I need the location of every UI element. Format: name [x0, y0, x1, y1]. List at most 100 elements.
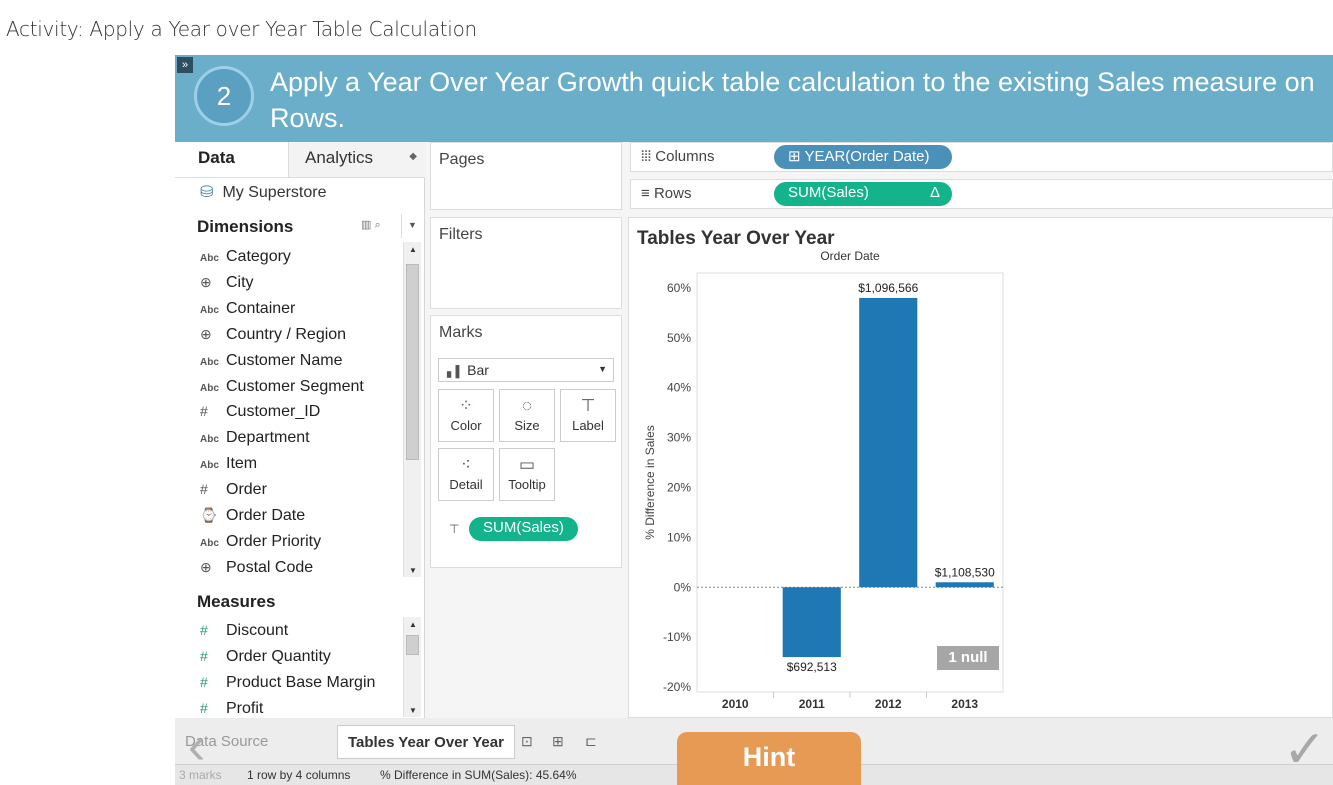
- rows-pill-label: SUM(Sales): [788, 184, 869, 201]
- status-marks: 3 marks: [179, 768, 222, 782]
- rows-shelf[interactable]: ≡ Rows SUM(Sales) Δ: [630, 179, 1333, 209]
- measure-label: Order Quantity: [226, 648, 331, 665]
- data-label-2012: $1,096,566: [858, 281, 918, 295]
- pages-label: Pages: [439, 151, 485, 168]
- tab-analytics[interactable]: Analytics ◆: [288, 142, 425, 177]
- y-tick-label: 0%: [674, 580, 692, 594]
- dimensions-scrollbar[interactable]: ▲ ▼: [403, 242, 421, 577]
- hint-button[interactable]: Hint: [677, 732, 861, 785]
- scroll-up-icon[interactable]: ▲: [409, 620, 417, 629]
- mark-type-dropdown[interactable]: ▖▌ Bar ▼: [438, 358, 614, 382]
- label-button[interactable]: ⊤ Label: [560, 389, 616, 442]
- year-order-date-pill[interactable]: ⊞ YEAR(Order Date): [774, 145, 952, 169]
- dimensions-menu-button[interactable]: ▼: [401, 214, 423, 238]
- status-sum: % Difference in SUM(Sales): 45.64%: [380, 768, 577, 782]
- marks-sales-pill[interactable]: SUM(Sales): [469, 517, 578, 541]
- data-label-2013: $1,108,530: [935, 565, 995, 579]
- size-button[interactable]: ◌ Size: [499, 389, 555, 442]
- scroll-up-icon[interactable]: ▲: [409, 245, 417, 254]
- plot-frame: [696, 272, 1004, 693]
- expand-button[interactable]: »: [177, 57, 193, 73]
- rows-label-text: Rows: [653, 185, 692, 202]
- number-type-icon: #: [200, 648, 208, 664]
- tooltip-label: Tooltip: [508, 477, 546, 492]
- dimension-field[interactable]: # Order: [200, 481, 267, 499]
- filters-shelf[interactable]: Filters: [430, 217, 622, 309]
- data-source-tab[interactable]: Data Source: [185, 733, 269, 750]
- null-badge[interactable]: 1 null: [937, 646, 999, 670]
- dimension-label: Postal Code: [226, 558, 314, 576]
- measure-field[interactable]: # Discount: [200, 622, 288, 640]
- globe-icon: ⊕: [200, 273, 212, 290]
- step-number-badge: 2: [194, 66, 254, 126]
- data-source-item[interactable]: ⛁ My Superstore: [200, 182, 327, 202]
- scroll-down-icon[interactable]: ▼: [409, 706, 417, 715]
- dimension-field[interactable]: Abc Order Priority: [200, 533, 321, 551]
- instruction-banner: » 2 Apply a Year Over Year Growth quick …: [175, 55, 1333, 142]
- globe-icon: ⊕: [200, 558, 212, 575]
- dimension-field[interactable]: Abc Item: [200, 455, 257, 473]
- check-icon[interactable]: ✓: [1283, 721, 1327, 779]
- dimension-field[interactable]: Abc Category: [200, 248, 291, 266]
- new-dashboard-icon[interactable]: ⊞: [552, 733, 564, 749]
- chevron-down-icon: ▼: [598, 364, 607, 374]
- x-tick-label: 2012: [875, 697, 902, 711]
- dimension-label: Category: [226, 248, 291, 265]
- dimension-label: Item: [226, 455, 258, 473]
- view-options-icon[interactable]: ▥ ⌕: [361, 219, 381, 231]
- sheet-tab-active[interactable]: Tables Year Over Year: [337, 725, 515, 759]
- dimension-field[interactable]: ⊕ Postal Code: [200, 559, 313, 577]
- y-tick-label: 60%: [667, 281, 691, 295]
- dimension-field[interactable]: ⊕ City: [200, 274, 254, 292]
- number-type-icon: #: [200, 622, 208, 638]
- dimension-field[interactable]: Abc Customer Segment: [200, 378, 364, 396]
- dimension-label: Order: [226, 481, 267, 499]
- detail-label: Detail: [449, 477, 483, 492]
- dimension-label: Customer Segment: [226, 377, 364, 395]
- scroll-thumb[interactable]: [406, 264, 419, 460]
- label-icon: ⊤: [580, 396, 596, 415]
- chevron-down-icon: ◆: [409, 151, 417, 162]
- bar-chart-icon: ▖▌: [447, 366, 464, 378]
- globe-icon: ⊕: [200, 325, 212, 342]
- tab-analytics-label: Analytics: [305, 148, 374, 167]
- detail-icon: ⁖: [461, 455, 471, 474]
- previous-arrow-icon[interactable]: ‹: [188, 717, 206, 775]
- measures-scrollbar[interactable]: ▲ ▼: [403, 617, 421, 717]
- dimension-field[interactable]: # Customer_ID: [200, 403, 320, 421]
- measure-field[interactable]: # Profit: [200, 700, 263, 718]
- dimension-field[interactable]: ⌚ Order Date: [200, 507, 305, 525]
- columns-label: ⦙⦙⦙ Columns: [641, 148, 714, 165]
- y-tick-label: 40%: [667, 381, 691, 395]
- rows-sales-pill[interactable]: SUM(Sales) Δ: [774, 182, 952, 206]
- dimension-field[interactable]: ⊕ Country / Region: [200, 326, 346, 344]
- color-button[interactable]: ⁘ Color: [438, 389, 494, 442]
- dimension-field[interactable]: Abc Container: [200, 300, 295, 318]
- new-story-icon[interactable]: ⊏: [585, 733, 597, 749]
- rows-icon: ≡: [641, 185, 650, 202]
- data-source-label: My Superstore: [222, 184, 327, 201]
- dimension-label: Country / Region: [226, 325, 347, 343]
- measure-field[interactable]: # Product Base Margin: [200, 674, 375, 692]
- dimension-label: Container: [226, 299, 296, 317]
- columns-shelf[interactable]: ⦙⦙⦙ Columns ⊞ YEAR(Order Date): [630, 142, 1333, 172]
- label-label: Label: [572, 418, 604, 433]
- date-icon: ⌚: [200, 507, 218, 523]
- dimension-label: Order Priority: [226, 532, 322, 550]
- detail-button[interactable]: ⁖ Detail: [438, 448, 494, 501]
- measure-field[interactable]: # Order Quantity: [200, 648, 331, 666]
- y-axis-title: % Difference in Sales: [643, 425, 657, 540]
- dimension-field[interactable]: Abc Customer Name: [200, 352, 342, 370]
- y-tick-label: -10%: [663, 630, 691, 644]
- scroll-down-icon[interactable]: ▼: [409, 566, 417, 575]
- new-worksheet-icon[interactable]: ⊡: [521, 733, 533, 749]
- tab-data[interactable]: Data: [198, 148, 235, 167]
- scroll-thumb[interactable]: [406, 635, 419, 655]
- bar-chart: Order Date 60% 50% 40% 30% 20% 10% 0% -10% -20% % …: [643, 249, 1004, 711]
- y-tick-label: 10%: [667, 530, 691, 544]
- string-type-icon: Abc: [200, 537, 219, 549]
- filters-label: Filters: [439, 226, 483, 243]
- pages-shelf[interactable]: Pages: [430, 142, 622, 210]
- tooltip-button[interactable]: ▭ Tooltip: [499, 448, 555, 501]
- dimension-field[interactable]: Abc Department: [200, 429, 310, 447]
